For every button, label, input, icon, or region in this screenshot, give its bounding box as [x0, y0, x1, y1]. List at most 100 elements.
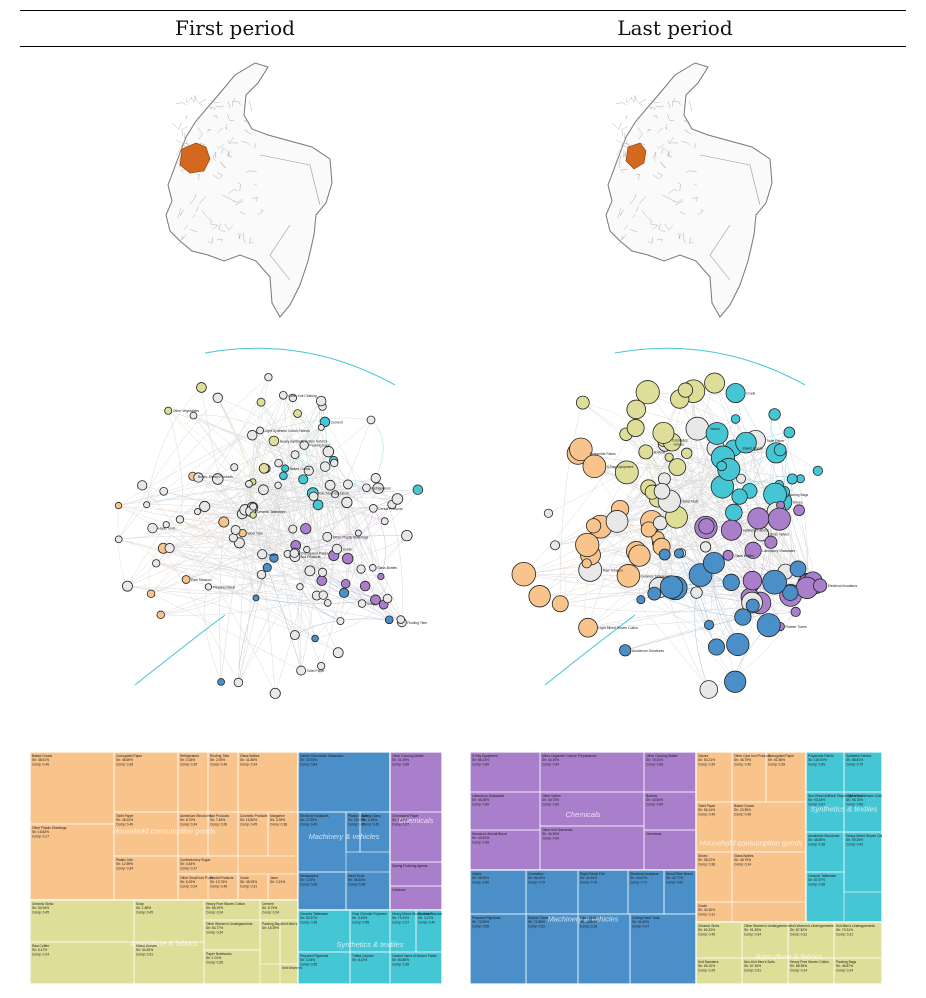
network-node	[146, 589, 156, 599]
treemap-cell-text: Comp: 0.27	[392, 920, 409, 924]
treemap-cell-text: Laboratory Glassware	[472, 794, 504, 798]
treemap-first-period: Household consumption goods Agriculture &…	[30, 752, 442, 984]
treemap-cell-text: Sh: 15.80%	[240, 818, 257, 822]
network-node	[626, 419, 645, 437]
network-node	[114, 535, 123, 544]
network-node-label: Laboratory Glassware	[762, 549, 795, 553]
municipality-borders	[611, 95, 704, 245]
treemap-cell-text: Comp: 0.71	[630, 880, 647, 884]
network-node	[704, 619, 715, 630]
network-edge	[118, 397, 218, 540]
network-edge	[625, 616, 743, 651]
treemap-cell-text: Comp: 0.38	[698, 862, 715, 866]
treemap-cell-text: Other Plastic Sheetings	[32, 826, 67, 830]
treemap-cell-text: Sh: 91.39%	[744, 928, 761, 932]
network-node	[343, 479, 353, 490]
network-edge	[197, 511, 338, 550]
network-node	[274, 481, 282, 489]
treemap-cell-text: Micro Organism Culture Preparations	[542, 754, 597, 758]
treemap-cell-text: Comp: 0.55	[472, 924, 489, 928]
network-edge	[548, 441, 673, 514]
network-node	[175, 515, 185, 524]
network-edge	[321, 580, 390, 620]
treemap-cell-text: Refrigerators	[180, 754, 199, 758]
network-edge	[150, 468, 286, 594]
treemap-cell-text: Carded Yarns of Woven Fabric	[392, 954, 437, 958]
treemap-cell-text: Toilet Paper	[116, 814, 134, 818]
treemap-cell-text: Knit Men's	[282, 922, 298, 926]
treemap-cell-text: Synthetic Fabrics	[846, 754, 872, 758]
table-top-rule	[20, 10, 906, 11]
network-node	[212, 392, 223, 403]
treemap-group-label: Household consumption goods	[113, 826, 216, 835]
treemap-cell-text: Comp: 0.39	[348, 822, 365, 826]
treemap-cell-text: Corrugated Paper	[768, 754, 795, 758]
treemap-cell-text: Comp: 0.75	[846, 762, 863, 766]
network-node-label: Other Plastic Sheetings	[333, 535, 369, 539]
network-node	[296, 583, 304, 591]
network-node	[336, 617, 345, 625]
network-edge	[179, 519, 262, 575]
network-edge	[616, 521, 786, 572]
treemap-cell-text: Comp: 0.34	[180, 822, 197, 826]
treemap-cell	[833, 957, 882, 984]
network-node-label: Raw Tobacco	[191, 578, 211, 582]
treemap-cell-text: Comp: 0.31	[790, 932, 807, 936]
network-edge	[166, 524, 288, 555]
treemap-cell-text: Comp: 0.24	[32, 952, 49, 956]
network-node-label: Nut Products	[301, 555, 321, 559]
treemap-cell-text: Comp: 0.45	[136, 910, 153, 914]
treemap-cell-text: Sh: 46.89%	[580, 920, 597, 924]
network-edge	[204, 488, 379, 509]
network-edge	[774, 414, 809, 585]
network-node	[322, 531, 333, 542]
network-node	[716, 460, 727, 472]
network-node	[288, 393, 298, 403]
treemap-cell-text: Sh: 46.79%	[734, 758, 751, 762]
network-node	[274, 458, 283, 468]
treemap-cell	[843, 831, 882, 893]
network-node	[657, 472, 671, 486]
network-edge	[217, 397, 326, 467]
treemap-cell-text: Sh: 3.34%	[300, 958, 315, 962]
treemap-cell-text: Sh: 46.36%	[472, 798, 489, 802]
treemap-cell-text: Comp: 0.27	[32, 834, 49, 838]
network-node	[264, 373, 273, 382]
network-node	[252, 594, 260, 602]
network-node-label: Electrical Insulators	[319, 492, 349, 496]
treemap-cell-text: Sh: 8.79%	[262, 906, 277, 910]
treemap-cell-text: Sh: 23.35%	[734, 808, 751, 812]
treemap-cell-text: Comp: 0.67	[808, 802, 825, 806]
network-node	[317, 567, 328, 577]
treemap-cell-text: Comp: 0.39	[698, 762, 715, 766]
treemap-cell-text: Styrene Polymers	[418, 912, 442, 916]
treemap-cell-text: Sh: 3.54%	[180, 862, 195, 866]
treemap-cell-text: Interior Decorative Glassware	[300, 754, 344, 758]
network-node	[722, 573, 740, 591]
network-node-label: Roofing Tiles	[407, 621, 427, 625]
network-node	[372, 482, 384, 495]
network-node	[575, 532, 600, 557]
network-node	[162, 521, 170, 529]
network-node	[391, 493, 404, 505]
network-node-label: Valves	[268, 553, 278, 557]
network-node	[782, 584, 799, 601]
treemap-cell-text: Sh: 100.00%	[808, 758, 827, 762]
network-edge	[179, 519, 402, 623]
network-node	[790, 606, 801, 617]
treemap-cell-text: Sh: 33.93%	[300, 758, 317, 762]
treemap-cell-text: Comp: 0.69	[646, 802, 663, 806]
network-edge	[309, 462, 335, 571]
treemap-group-label: Agriculture & fabrics	[129, 939, 197, 948]
network-edge	[160, 594, 324, 616]
treemap-cell-text: Sh: 46.22%	[116, 818, 133, 822]
treemap-cell-text: Comp: 0.80	[472, 880, 489, 884]
network-node	[164, 406, 173, 415]
treemap-cell-text: Other Women's Undergarments	[206, 922, 253, 926]
network-edge	[127, 377, 269, 587]
network-node	[707, 638, 725, 656]
network-edge	[676, 516, 808, 589]
treemap-cell-text: Sh: 46.87%	[836, 964, 853, 968]
network-node-label: Buttons	[654, 450, 666, 454]
treemap-cell-text: Sh: 44.26%	[542, 832, 559, 836]
